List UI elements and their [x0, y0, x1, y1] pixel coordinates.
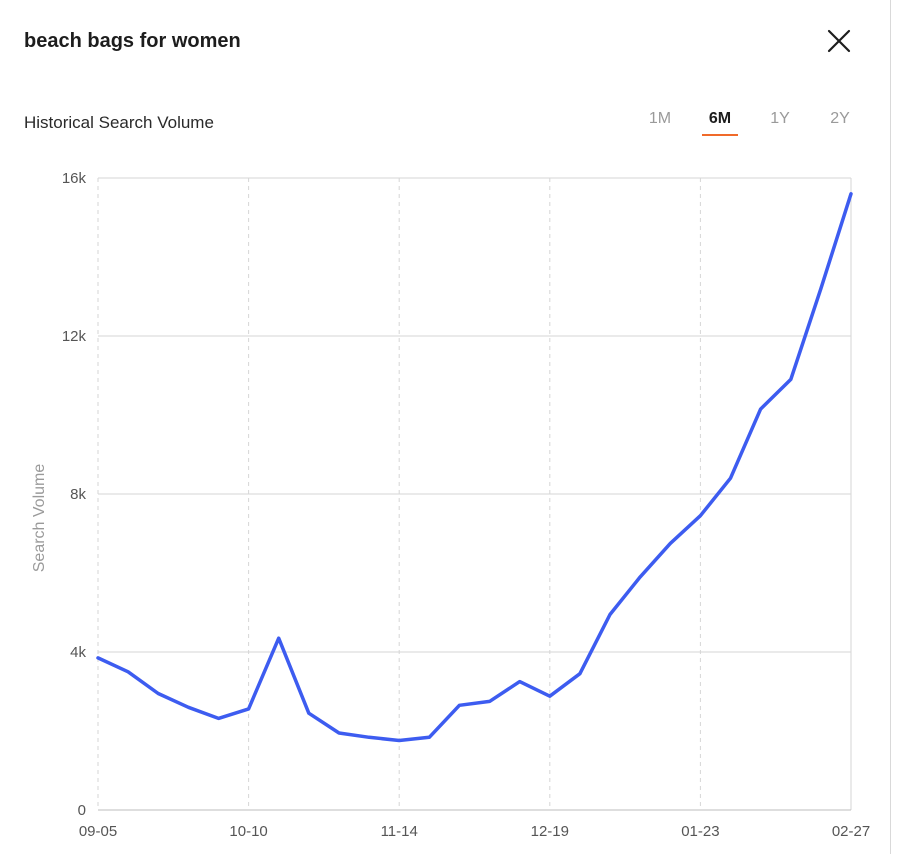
- x-tick-label: 01-23: [681, 823, 719, 840]
- x-tick-label: 10-10: [229, 823, 267, 840]
- tab-6m[interactable]: 6M: [690, 110, 750, 136]
- x-tick-label: 09-05: [79, 823, 117, 840]
- x-tick-label: 02-27: [832, 823, 870, 840]
- x-tick-label: 12-19: [531, 823, 569, 840]
- x-tick-label: 11-14: [381, 823, 418, 840]
- y-axis-label: Search Volume: [31, 464, 48, 573]
- close-button[interactable]: [822, 26, 854, 58]
- tab-1m[interactable]: 1M: [648, 110, 672, 127]
- y-tick-label: 0: [78, 802, 86, 819]
- y-tick-label: 12k: [62, 328, 87, 345]
- y-tick-label: 16k: [62, 170, 87, 187]
- chart-subtitle: Historical Search Volume: [24, 113, 214, 132]
- y-tick-label: 4k: [70, 644, 86, 661]
- range-tabs: 1M 6M 1Y 2Y: [630, 110, 870, 136]
- tab-1y[interactable]: 1Y: [770, 110, 790, 127]
- search-volume-line: [96, 192, 853, 743]
- line-chart: 0 4k 8k 12k 16k 09-05 10-10 11-14 12-19 01-23 02-2…: [31, 170, 870, 840]
- tab-2y[interactable]: 2Y: [830, 110, 850, 127]
- y-tick-label: 8k: [70, 486, 86, 503]
- close-icon: [827, 29, 851, 53]
- keyword-title: beach bags for women: [24, 30, 241, 52]
